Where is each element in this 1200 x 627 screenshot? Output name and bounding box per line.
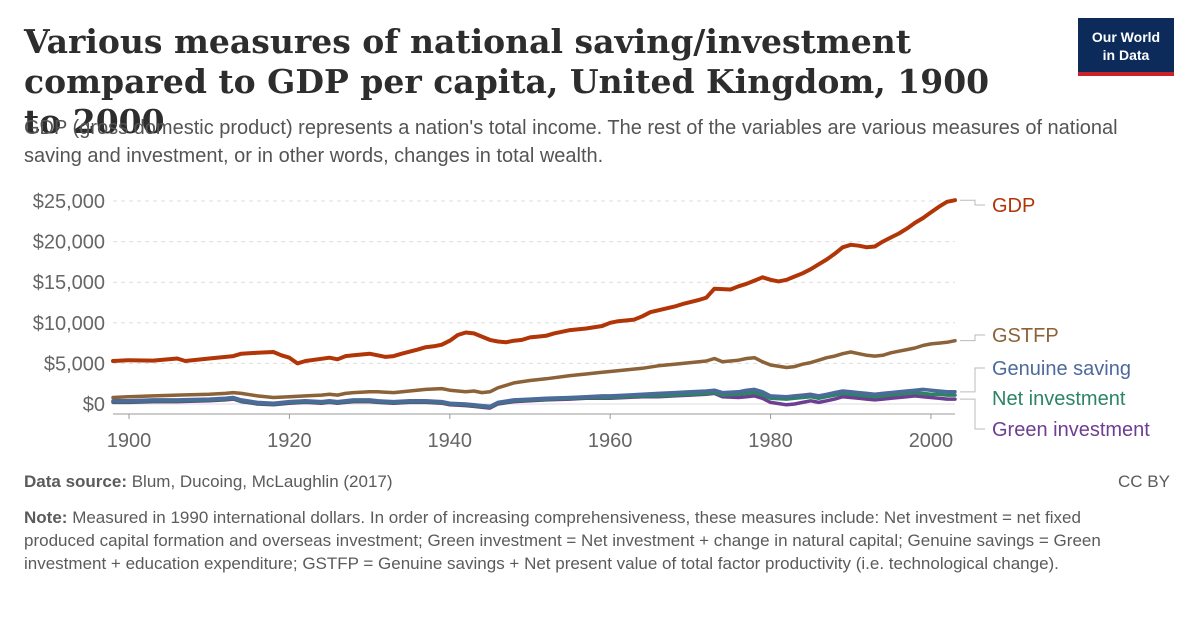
label-connector: [960, 367, 985, 393]
x-tick-label: 2000: [909, 430, 954, 452]
label-connector: [960, 334, 985, 342]
x-tick-label: 1980: [748, 430, 793, 452]
y-tick-label: $5,000: [44, 353, 105, 375]
x-tick-label: 1900: [107, 430, 152, 452]
label-connector: [960, 398, 985, 430]
y-tick-label: $0: [83, 394, 105, 416]
chart-title: Various measures of national saving/inve…: [24, 22, 990, 141]
series-line-gstfp[interactable]: [111, 338, 957, 400]
logo-line-1: Our World: [1091, 29, 1161, 45]
series-label-net-investment[interactable]: Net investment: [992, 388, 1126, 410]
x-tick-label: 1940: [428, 430, 473, 452]
y-tick-label: $25,000: [33, 191, 105, 213]
series-label-gdp[interactable]: GDP: [992, 195, 1035, 217]
owid-logo[interactable]: Our World in Data: [1078, 18, 1174, 76]
y-tick-label: $10,000: [33, 313, 105, 335]
series-label-genuine-saving[interactable]: Genuine saving: [992, 358, 1131, 380]
license-link[interactable]: CC BY: [1118, 472, 1170, 491]
series-line-genuine-saving[interactable]: [111, 387, 957, 409]
source-text[interactable]: Blum, Ducoing, McLaughlin (2017): [131, 472, 393, 491]
y-tick-label: $15,000: [33, 272, 105, 294]
y-tick-label: $20,000: [33, 232, 105, 254]
series-line-gdp[interactable]: [111, 198, 957, 366]
note-label: Note:: [24, 508, 68, 527]
chart-note: Note: Measured in 1990 international dol…: [24, 506, 1154, 575]
line-chart: $0 $5,000 $10,000 $15,000 $20,000 $25,000 1900…: [33, 191, 1151, 452]
x-tick-label: 1960: [588, 430, 633, 452]
series-label-green-investment[interactable]: Green investment: [992, 419, 1150, 441]
series-label-gstfp[interactable]: GSTFP: [992, 325, 1059, 347]
label-connector: [960, 199, 985, 206]
chart-subtitle: GDP (gross domestic product) represents …: [24, 117, 1118, 167]
x-tick-label: 1920: [267, 430, 312, 452]
data-source: Data source: Blum, Ducoing, McLaughlin (…: [24, 472, 393, 492]
source-label: Data source:: [24, 472, 127, 491]
note-text: Measured in 1990 international dollars. …: [24, 508, 1101, 573]
logo-line-2: in Data: [1102, 47, 1150, 63]
